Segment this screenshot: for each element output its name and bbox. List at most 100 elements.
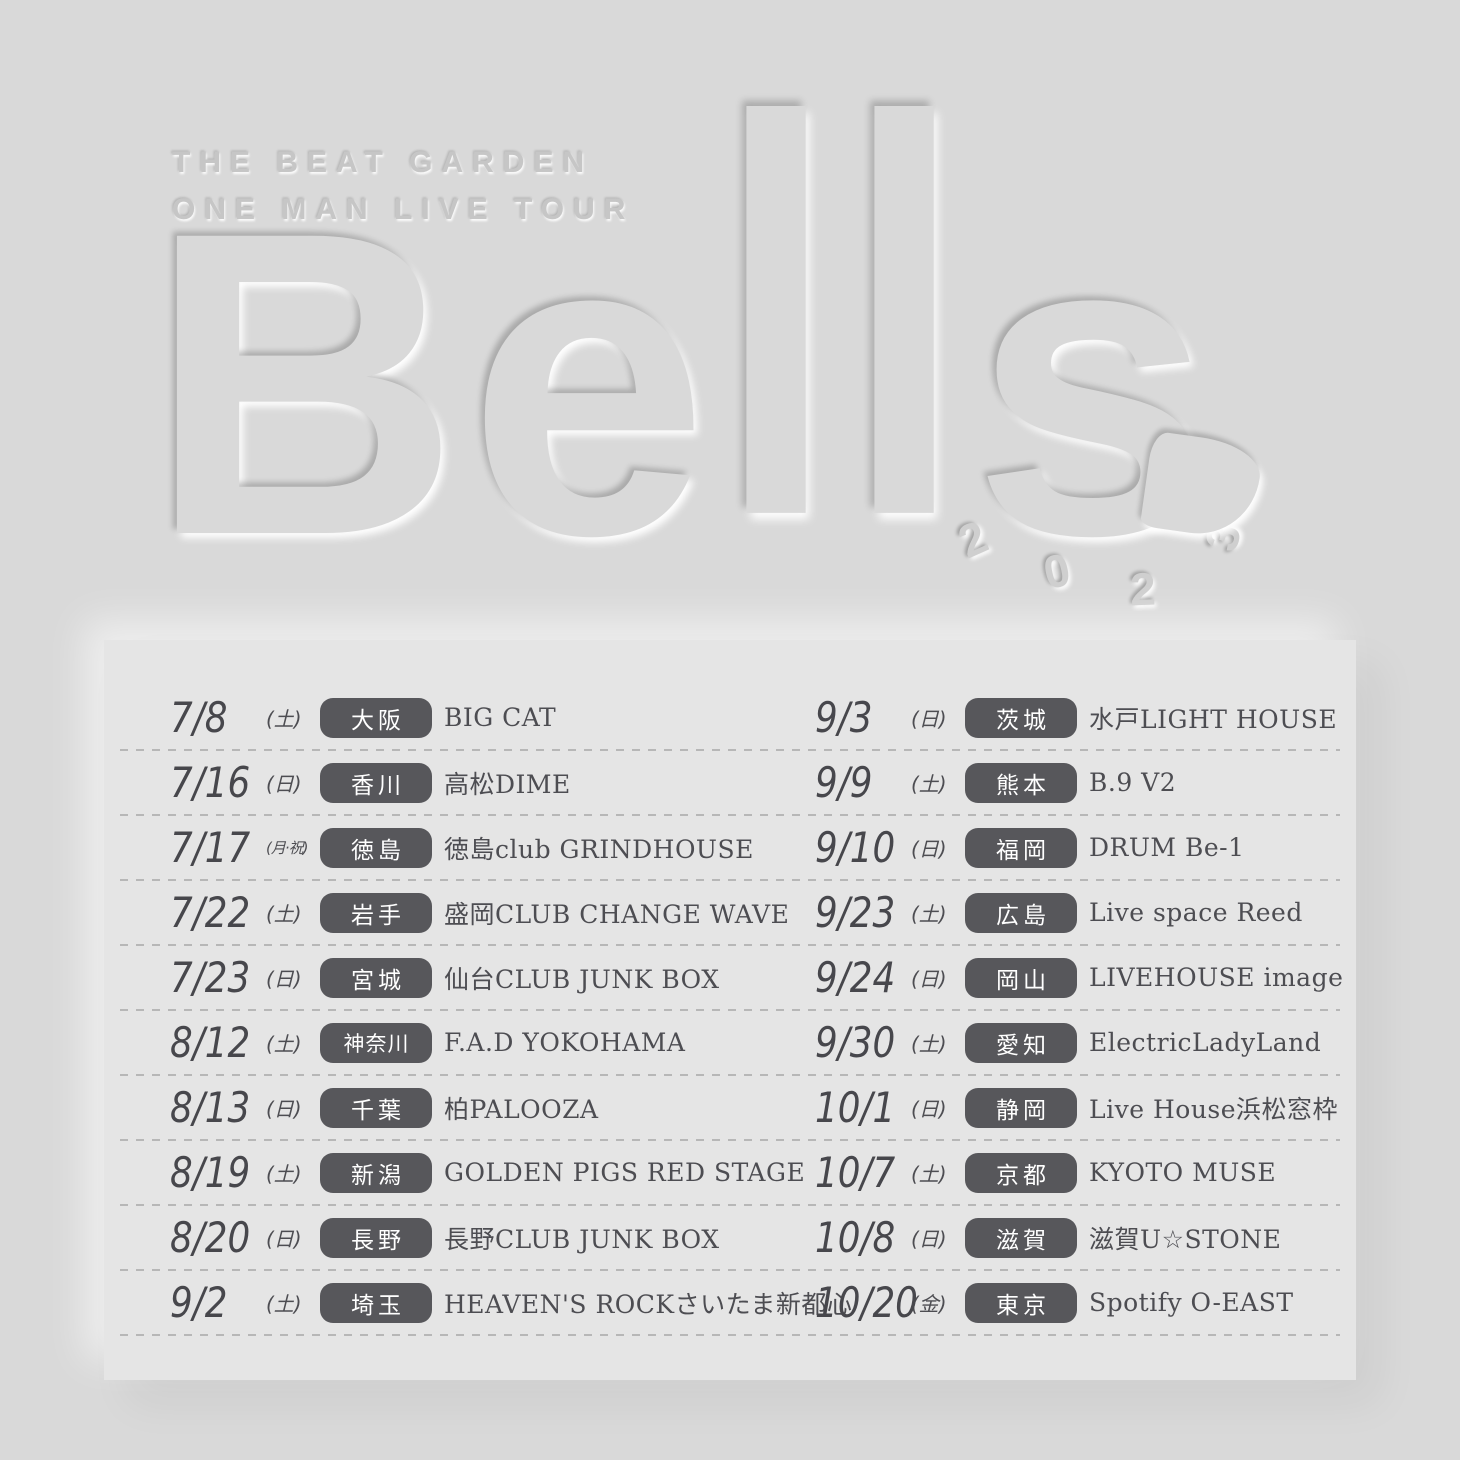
event-venue: 高松DIME <box>444 769 571 799</box>
event-weekday: (土) <box>911 902 947 926</box>
event-weekday: (日) <box>911 1227 947 1251</box>
event-venue: KYOTO MUSE <box>1089 1158 1277 1187</box>
event-date: 7/16 <box>170 758 251 807</box>
event-weekday: (金) <box>911 1292 947 1316</box>
event-date: 9/3 <box>815 693 873 742</box>
schedule-row: 10/7 (土) 京都 KYOTO MUSE <box>815 1140 1343 1205</box>
event-date: 8/20 <box>170 1213 251 1262</box>
title-letter: 2 <box>1129 562 1157 616</box>
event-venue: Spotify O-EAST <box>1089 1288 1294 1317</box>
schedule-row: 8/19 (土) 新潟 GOLDEN PIGS RED STAGE <box>170 1140 805 1205</box>
prefecture-badge: 広島 <box>965 892 1077 933</box>
schedule-row: 10/1 (日) 静岡 Live House浜松窓枠 <box>815 1075 1343 1140</box>
row-divider <box>120 749 1340 751</box>
event-weekday: (土) <box>911 1162 947 1186</box>
event-weekday: (土) <box>266 707 302 731</box>
prefecture-badge: 長野 <box>320 1217 432 1258</box>
event-weekday: (土) <box>911 1032 947 1056</box>
event-date: 8/13 <box>170 1083 251 1132</box>
event-date: 8/12 <box>170 1018 251 1067</box>
prefecture-badge: 千葉 <box>320 1087 432 1128</box>
row-divider <box>120 1139 1340 1141</box>
title-letter: 0 <box>1038 542 1075 600</box>
row-divider <box>120 1269 1340 1271</box>
schedule-row: 7/22 (土) 岩手 盛岡CLUB CHANGE WAVE <box>170 880 789 945</box>
schedule-row: 7/17 (月·祝) 徳島 徳島club GRINDHOUSE <box>170 815 760 880</box>
event-weekday: (土) <box>266 1292 302 1316</box>
event-venue: GOLDEN PIGS RED STAGE <box>444 1158 806 1187</box>
row-divider <box>120 814 1340 816</box>
event-date: 8/19 <box>170 1148 251 1197</box>
event-venue: BIG CAT <box>444 703 557 732</box>
event-weekday: (日) <box>911 967 947 991</box>
schedule-row: 7/8 (土) 大阪 BIG CAT <box>170 685 760 750</box>
schedule-row: 9/10 (日) 福岡 DRUM Be-1 <box>815 815 1343 880</box>
schedule-row: 9/9 (土) 熊本 B.9 V2 <box>815 750 1343 815</box>
row-divider <box>120 879 1340 881</box>
schedule-panel: 7/8 (土) 大阪 BIG CAT 7/16 (日) 香川 高松DIME 7/… <box>104 640 1356 1380</box>
event-venue: B.9 V2 <box>1089 768 1177 797</box>
event-date: 7/23 <box>170 953 251 1002</box>
schedule-row: 7/23 (日) 宮城 仙台CLUB JUNK BOX <box>170 945 760 1010</box>
event-date: 9/9 <box>815 758 873 807</box>
event-venue: F.A.D YOKOHAMA <box>444 1028 686 1057</box>
row-divider <box>120 1074 1340 1076</box>
event-venue: LIVEHOUSE image <box>1089 963 1344 992</box>
event-venue: ElectricLadyLand <box>1089 1028 1322 1057</box>
event-weekday: (日) <box>266 1227 302 1251</box>
schedule-row: 9/24 (日) 岡山 LIVEHOUSE image <box>815 945 1343 1010</box>
prefecture-badge: 東京 <box>965 1282 1077 1323</box>
event-date: 7/17 <box>170 823 251 872</box>
event-date: 9/10 <box>815 823 896 872</box>
tour-title: Bells <box>148 38 1221 625</box>
title-letter: l <box>716 4 837 633</box>
event-venue: 盛岡CLUB CHANGE WAVE <box>444 899 790 929</box>
event-venue: DRUM Be-1 <box>1089 833 1245 862</box>
title-letter: l <box>844 4 965 633</box>
row-divider <box>120 1009 1340 1011</box>
event-weekday: (土) <box>911 772 947 796</box>
row-divider <box>120 1334 1340 1336</box>
prefecture-badge: 香川 <box>320 762 432 803</box>
event-weekday: (日) <box>911 1097 947 1121</box>
schedule-row: 10/8 (日) 滋賀 滋賀U☆STONE <box>815 1205 1343 1270</box>
prefecture-badge: 愛知 <box>965 1022 1077 1063</box>
schedule-row: 9/23 (土) 広島 Live space Reed <box>815 880 1343 945</box>
title-letter: e <box>467 142 709 625</box>
event-date: 7/8 <box>170 693 228 742</box>
event-venue: 仙台CLUB JUNK BOX <box>444 964 720 994</box>
event-venue: HEAVEN'S ROCKさいたま新都心 <box>444 1289 853 1319</box>
tour-tagline: THE BEAT GARDEN ONE MAN LIVE TOUR <box>172 140 634 233</box>
tagline-line2: ONE MAN LIVE TOUR <box>172 192 635 226</box>
event-weekday: (日) <box>911 707 947 731</box>
event-weekday: (土) <box>266 1162 302 1186</box>
tagline-line1: THE BEAT GARDEN <box>172 146 594 179</box>
event-weekday: (日) <box>266 967 302 991</box>
schedule-column-left: 7/8 (土) 大阪 BIG CAT 7/16 (日) 香川 高松DIME 7/… <box>170 685 852 1335</box>
schedule-row: 7/16 (日) 香川 高松DIME <box>170 750 760 815</box>
schedule-row: 10/20 (金) 東京 Spotify O-EAST <box>815 1270 1343 1335</box>
event-weekday: (土) <box>266 1032 302 1056</box>
schedule-row: 8/13 (日) 千葉 柏PALOOZA <box>170 1075 760 1140</box>
event-venue: Live House浜松窓枠 <box>1089 1094 1339 1124</box>
prefecture-badge: 埼玉 <box>320 1282 432 1323</box>
event-weekday: (土) <box>266 902 302 926</box>
prefecture-badge: 茨城 <box>965 697 1077 738</box>
event-date: 10/7 <box>815 1148 896 1197</box>
prefecture-badge: 徳島 <box>320 827 432 868</box>
schedule-row: 8/20 (日) 長野 長野CLUB JUNK BOX <box>170 1205 760 1270</box>
event-date: 9/2 <box>170 1278 228 1327</box>
prefecture-badge: 岩手 <box>320 892 432 933</box>
event-date: 10/8 <box>815 1213 896 1262</box>
prefecture-badge: 熊本 <box>965 762 1077 803</box>
schedule-column-right: 9/3 (日) 茨城 水戸LIGHT HOUSE 9/9 (土) 熊本 B.9 … <box>815 685 1343 1335</box>
row-divider <box>120 1204 1340 1206</box>
event-weekday: (日) <box>266 772 302 796</box>
event-venue: Live space Reed <box>1089 898 1303 927</box>
prefecture-badge: 静岡 <box>965 1087 1077 1128</box>
prefecture-badge: 岡山 <box>965 957 1077 998</box>
schedule-row: 9/3 (日) 茨城 水戸LIGHT HOUSE <box>815 685 1343 750</box>
prefecture-badge: 福岡 <box>965 827 1077 868</box>
prefecture-badge: 新潟 <box>320 1152 432 1193</box>
